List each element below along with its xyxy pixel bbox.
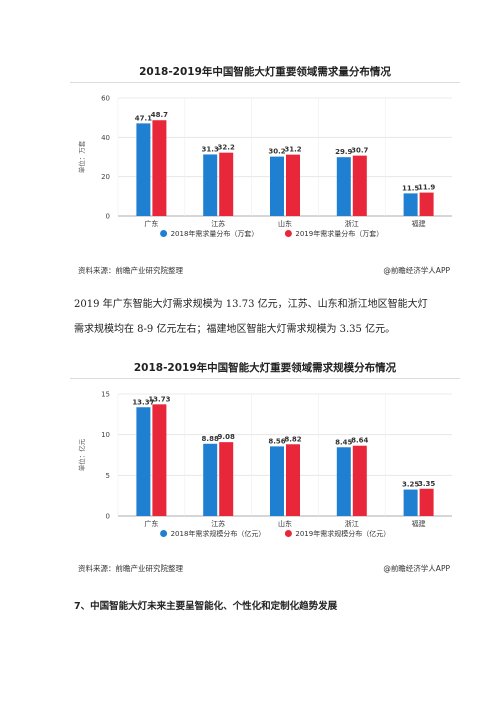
data-label: 31.2 (284, 146, 301, 154)
bar (270, 446, 284, 516)
bar (403, 193, 418, 216)
bar (136, 123, 151, 216)
chart-source-row: 资料来源：前瞻产业研究院整理 @前瞻经济学人APP (78, 265, 450, 276)
bar (336, 157, 351, 216)
y-tick-label: 60 (101, 95, 110, 103)
data-label: 30.7 (351, 147, 368, 155)
chart-source-row: 资料来源：前瞻产业研究院整理 @前瞻经济学人APP (78, 563, 450, 574)
data-label: 31.3 (202, 145, 219, 153)
y-tick-label: 5 (106, 472, 110, 480)
data-label: 3.25 (402, 481, 419, 489)
x-tick-label: 广东 (144, 519, 158, 528)
chart-divider (70, 378, 460, 379)
data-label: 8.82 (284, 435, 301, 443)
chart-demand-scale: 2018-2019年中国智能大灯重要领域需求规模分布情况 单位：亿元 0 5 10 15… (70, 354, 460, 578)
chart-demand-volume: 2018-2019年中国智能大灯重要领域需求量分布情况 单位：万套 0 20 40 60… (70, 58, 460, 280)
bar (152, 120, 167, 216)
y-axis-label: 单位：万套 (77, 140, 86, 173)
legend-swatch (284, 530, 292, 537)
bar (352, 155, 367, 216)
source-text: 资料来源：前瞻产业研究院整理 (78, 564, 183, 573)
y-tick-label: 0 (106, 213, 110, 221)
bar (152, 404, 167, 516)
data-label: 13.73 (148, 395, 170, 403)
x-tick-label: 福建 (412, 219, 426, 228)
paragraph-line: 需求规模均在 8-9 亿元左右；福建地区智能大灯需求规模为 3.35 亿元。 (74, 324, 396, 335)
chart-title: 2018-2019年中国智能大灯重要领域需求规模分布情况 (133, 362, 397, 374)
data-label: 47.1 (135, 114, 152, 122)
bar (219, 442, 234, 516)
bar (286, 444, 300, 516)
legend-label: 2019年需求规模分布（亿元） (295, 529, 390, 538)
bar (219, 152, 234, 216)
data-label: 8.64 (351, 437, 368, 445)
section-heading: 7、中国智能大灯未来主要呈智能化、个性化和定制化趋势发展 (74, 601, 338, 612)
bar (203, 443, 218, 516)
data-label: 29.9 (335, 148, 352, 156)
bar (270, 156, 284, 216)
bar (419, 192, 434, 216)
x-tick-label: 福建 (412, 519, 426, 528)
data-label: 13.37 (132, 398, 154, 406)
data-label: 32.2 (218, 144, 235, 152)
body-paragraph: 2019 年广东智能大灯需求规模为 13.73 亿元，江苏、山东和浙江地区智能大… (74, 292, 454, 342)
legend-swatch (284, 230, 292, 237)
x-tick-label: 浙江 (345, 519, 359, 528)
data-label: 3.35 (418, 480, 435, 488)
y-tick-label: 15 (101, 391, 110, 399)
data-label: 11.9 (418, 184, 435, 192)
data-label: 30.2 (268, 148, 285, 156)
source-text: 资料来源：前瞻产业研究院整理 (78, 266, 183, 275)
bar (403, 489, 418, 516)
y-tick-label: 40 (101, 134, 110, 142)
legend-label: 2018年需求规模分布（亿元） (171, 529, 266, 538)
y-tick-label: 0 (106, 513, 110, 521)
data-label: 8.56 (268, 437, 285, 445)
x-tick-label: 江苏 (211, 219, 225, 228)
legend-label: 2018年需求量分布（万套） (171, 229, 259, 238)
bar (203, 154, 218, 216)
data-label: 48.7 (151, 111, 168, 119)
y-tick-label: 10 (101, 431, 110, 439)
x-tick-label: 浙江 (345, 219, 359, 228)
bar (419, 488, 434, 516)
paragraph-line: 2019 年广东智能大灯需求规模为 13.73 亿元，江苏、山东和浙江地区智能大… (74, 299, 428, 310)
legend-label: 2019年需求量分布（万套） (295, 229, 383, 238)
x-tick-label: 山东 (278, 219, 292, 228)
data-label: 9.08 (218, 433, 235, 441)
brand-text: @前瞻经济学人APP (383, 564, 450, 573)
bar (352, 445, 367, 516)
bar (286, 154, 300, 216)
y-axis-label: 单位：亿元 (77, 438, 86, 471)
y-tick-label: 20 (101, 173, 110, 181)
brand-text: @前瞻经济学人APP (383, 266, 450, 275)
x-tick-label: 广东 (144, 219, 158, 228)
data-label: 11.5 (402, 184, 419, 192)
chart-divider (70, 82, 460, 83)
chart-title: 2018-2019年中国智能大灯重要领域需求量分布情况 (139, 66, 391, 78)
legend-swatch (160, 530, 168, 537)
data-label: 8.88 (202, 435, 219, 443)
bar (136, 407, 151, 516)
legend-swatch (160, 230, 168, 237)
bar (336, 447, 351, 516)
x-tick-label: 江苏 (211, 519, 225, 528)
data-label: 8.45 (335, 438, 352, 446)
x-tick-label: 山东 (278, 519, 292, 528)
bar-chart-svg: 单位：万套 0 20 40 60 47.148.7 广东 31.332.2 江苏 30.231.2… (77, 95, 452, 238)
